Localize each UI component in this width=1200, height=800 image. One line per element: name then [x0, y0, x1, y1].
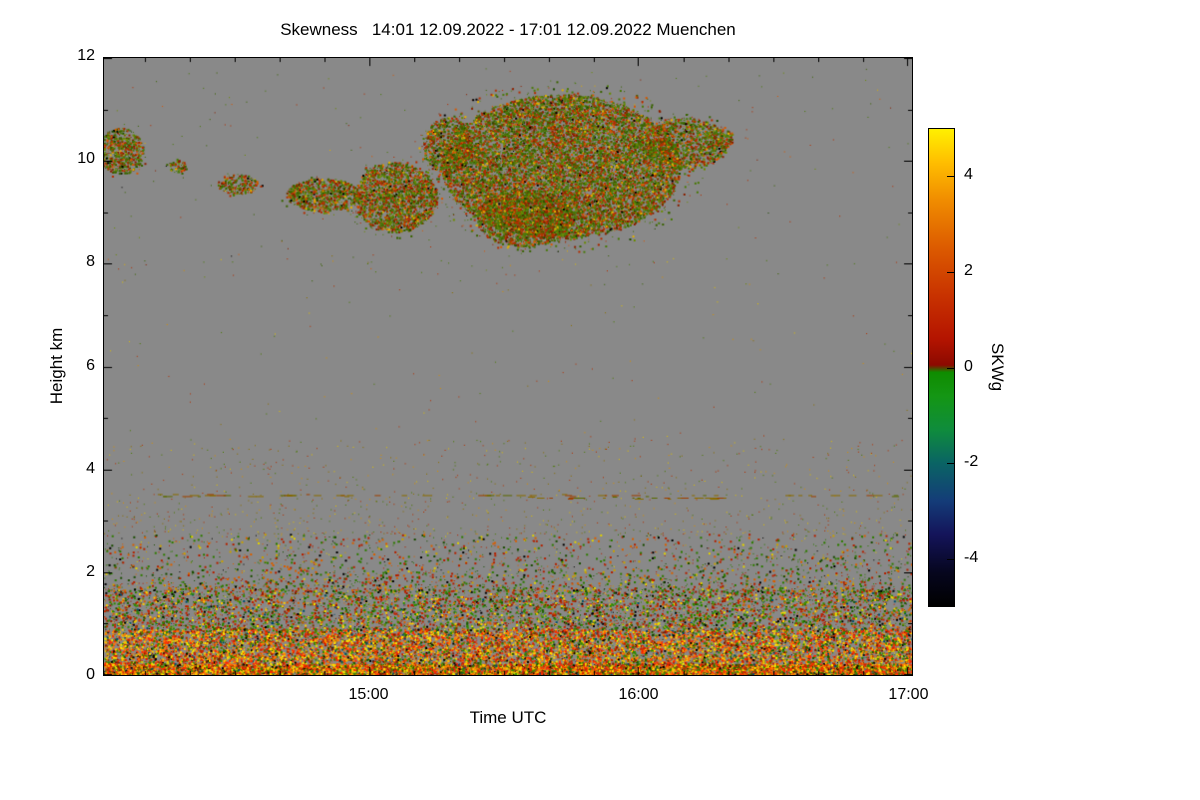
plot-frame — [103, 57, 913, 676]
chart-title: Skewness 14:01 12.09.2022 - 17:01 12.09.… — [280, 20, 736, 39]
x-axis-label: Time UTC — [469, 708, 547, 727]
x-tick-label: 17:00 — [888, 686, 929, 703]
x-tick-label: 16:00 — [618, 686, 659, 703]
colorbar-tick — [947, 176, 954, 177]
heatmap-canvas — [104, 58, 912, 675]
colorbar-tick — [947, 559, 954, 560]
colorbar-tick-label: -4 — [964, 549, 979, 567]
colorbar-tick-label: 4 — [964, 165, 973, 183]
y-tick-label: 8 — [86, 253, 95, 271]
colorbar-tick — [947, 463, 954, 464]
y-tick-label: 4 — [86, 459, 95, 477]
y-tick-label: 10 — [77, 150, 95, 168]
y-tick-label: 12 — [77, 47, 95, 64]
colorbar — [928, 128, 955, 607]
y-tick-label: 0 — [86, 666, 95, 683]
x-tick-label: 15:00 — [348, 686, 389, 703]
colorbar-tick — [947, 368, 954, 369]
colorbar-tick — [947, 272, 954, 273]
colorbar-tick-label: 2 — [964, 261, 973, 279]
colorbar-tick-label: -2 — [964, 453, 979, 471]
y-tick-label: 6 — [86, 356, 95, 374]
colorbar-tick-label: 0 — [964, 357, 973, 375]
y-tick-label: 2 — [86, 562, 95, 580]
